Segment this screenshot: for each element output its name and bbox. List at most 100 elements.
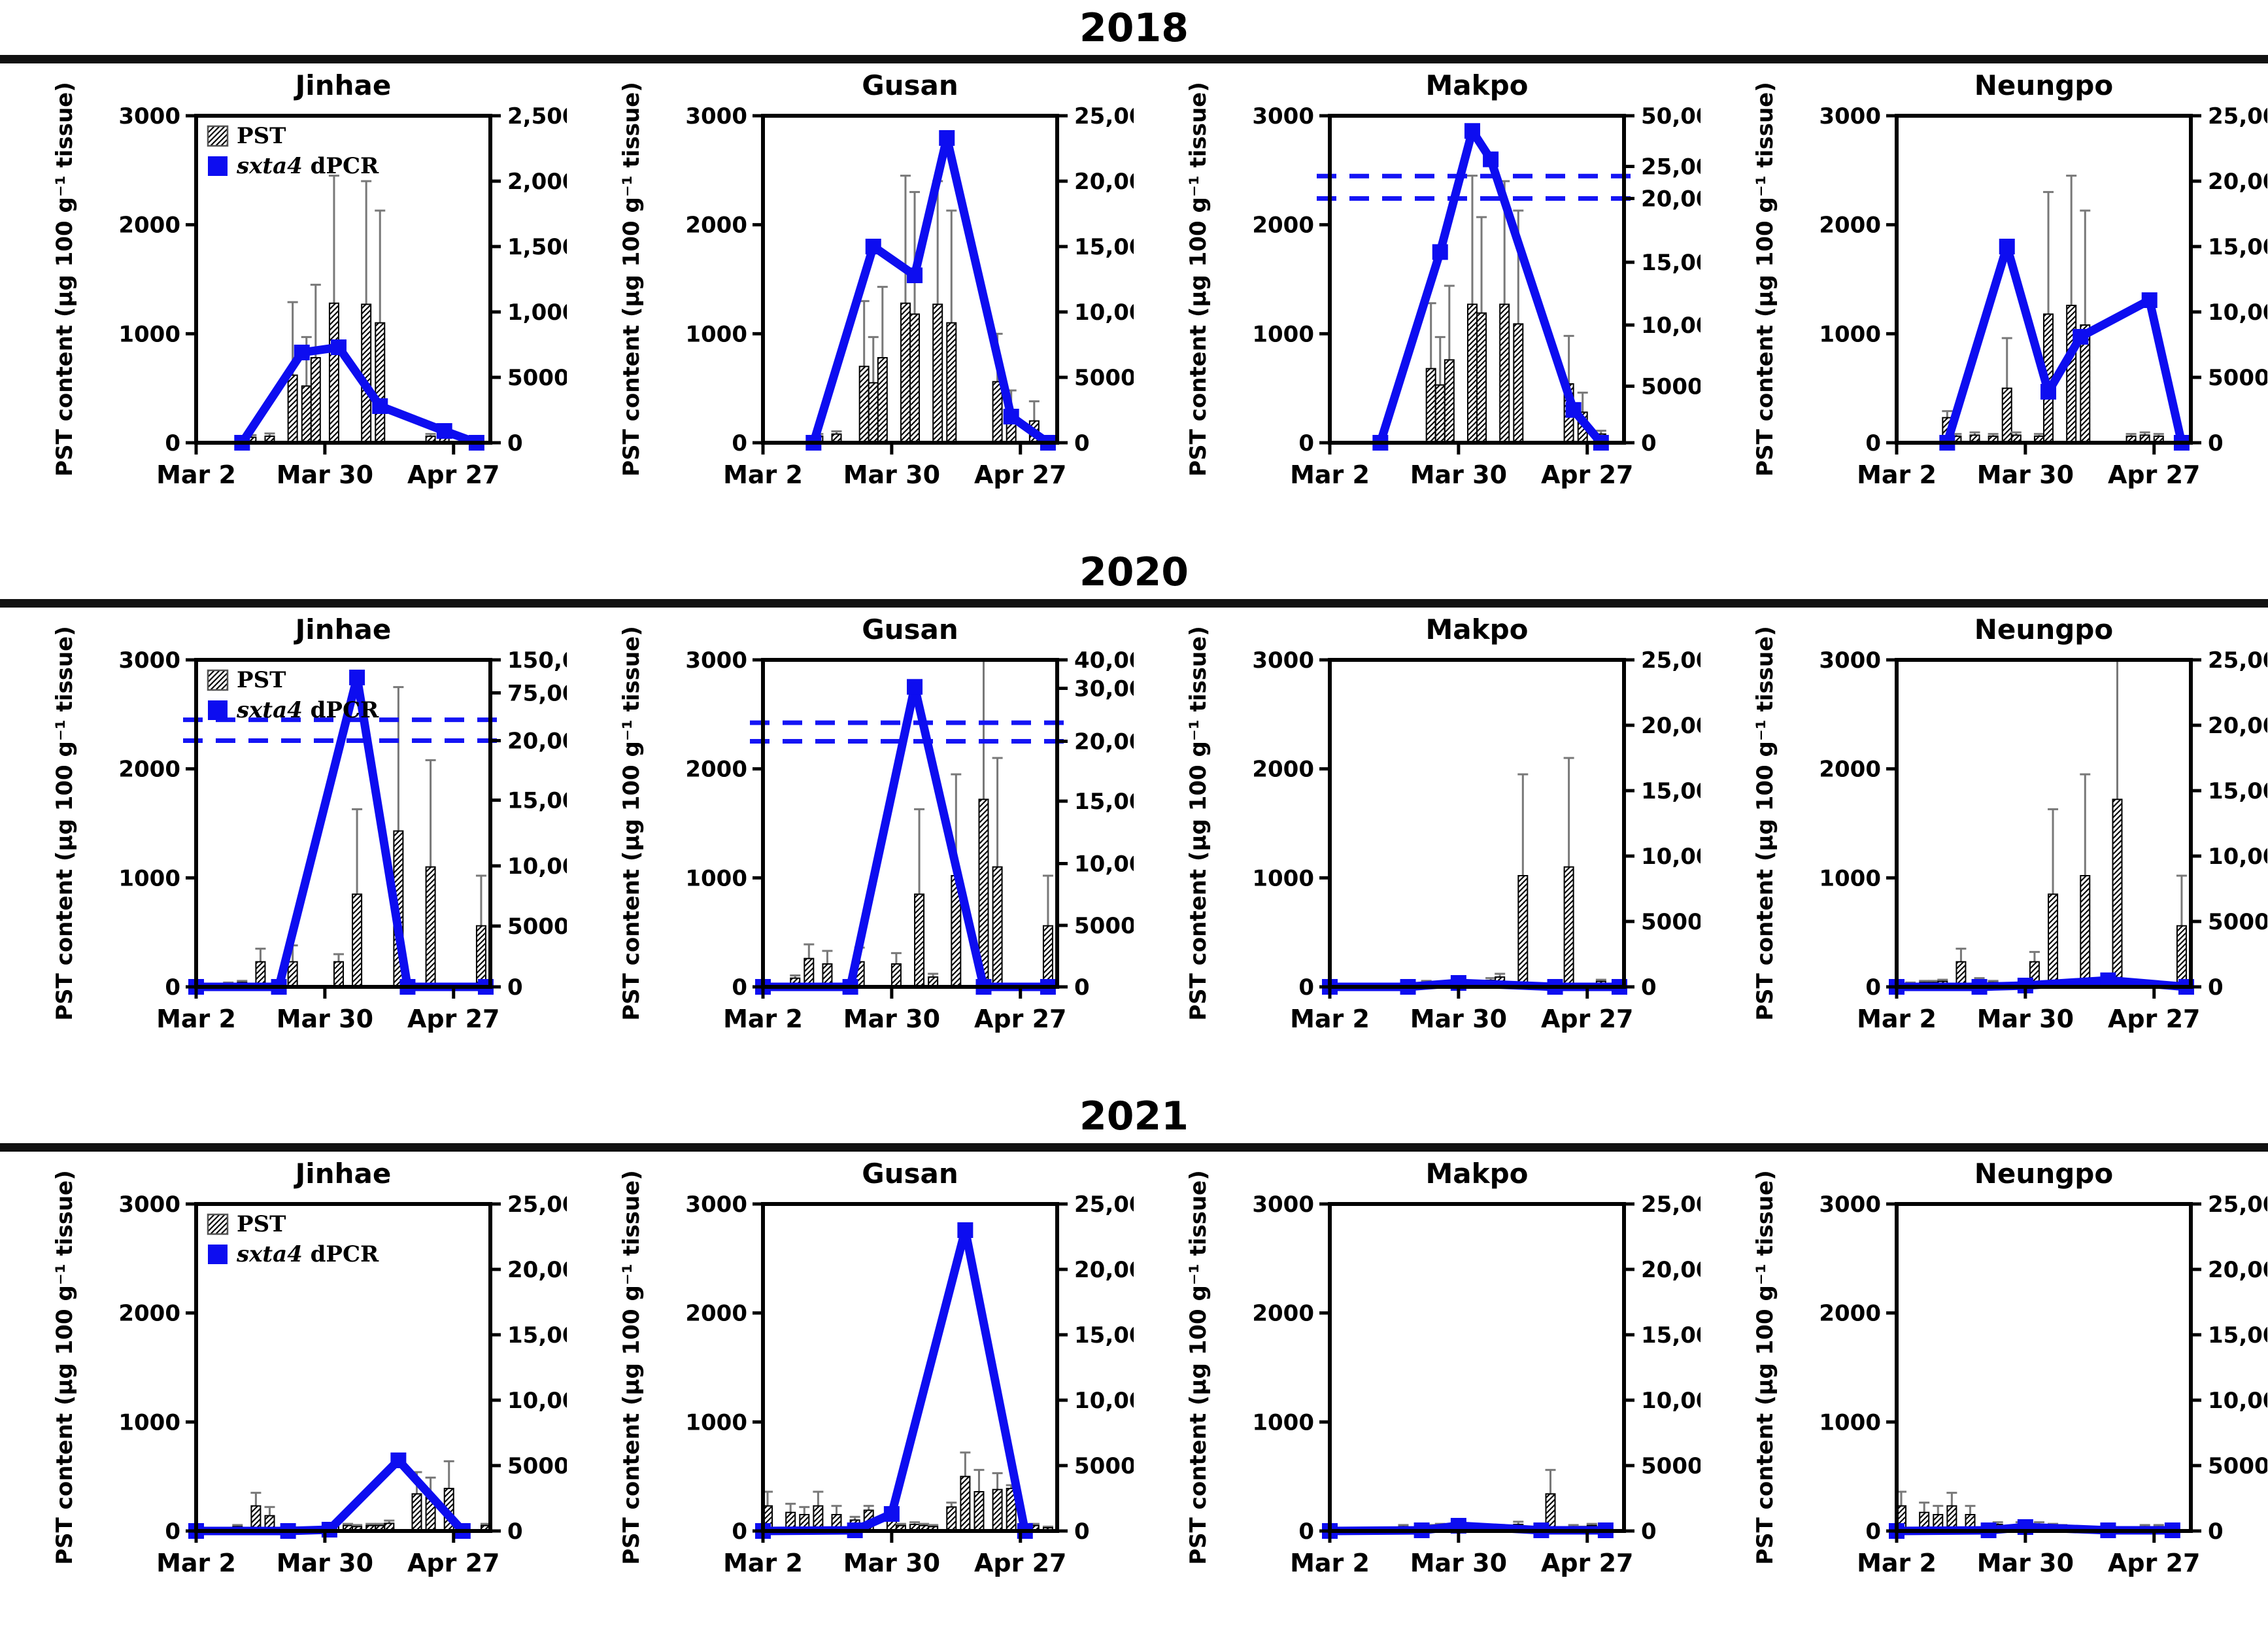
pst-bar xyxy=(425,866,436,988)
subplot-neungpo-2018: Neungpo 0 1000 2000 3000 0 5000 10,000 15,000 20,… xyxy=(1701,63,2268,544)
dpcr-marker xyxy=(1999,239,2015,254)
left-tick-label: 0 xyxy=(1298,974,1314,1001)
year-section-2021: 2021 Jinhae 0 1000 2000 3000 0 5000 10,000 15,00… xyxy=(0,1088,2268,1632)
x-tick-label: Mar 2 xyxy=(1857,1005,1937,1033)
right-tick-label: 0 xyxy=(1074,1519,1090,1545)
dpcr-line xyxy=(192,673,490,991)
plot-frame xyxy=(1895,114,2193,445)
right-tick-label: 25,000 xyxy=(507,1192,567,1218)
left-tick-label: 1000 xyxy=(685,321,747,347)
pst-bars xyxy=(246,175,450,444)
x-tick-label: Mar 2 xyxy=(156,1005,236,1033)
right-tick-label: 5000 xyxy=(1641,374,1701,400)
plot-frame xyxy=(194,114,492,445)
x-tick-label: Mar 2 xyxy=(1857,460,1937,489)
plot-frame xyxy=(1328,114,1626,445)
right-tick-label: 25,000 xyxy=(2208,103,2267,129)
pst-legend-swatch xyxy=(207,1213,229,1235)
chart-svg: Neungpo 0 1000 2000 3000 0 5000 10,000 15,000 20,… xyxy=(1752,613,2268,1033)
x-tick-label: Mar 2 xyxy=(156,460,236,489)
pst-bar xyxy=(361,303,372,444)
x-tick-label: Mar 30 xyxy=(1977,460,2074,489)
pst-bar xyxy=(960,1475,971,1532)
x-tick-label: Mar 30 xyxy=(843,1549,940,1577)
dpcr-line xyxy=(758,1226,1030,1536)
pst-legend-swatch xyxy=(207,669,229,691)
right-tick-label: 25,000 xyxy=(1074,103,1134,129)
right-tick-label: 20,000 xyxy=(1641,713,1701,739)
right-tick-label: 25,000 xyxy=(2208,1192,2267,1218)
pst-bar xyxy=(1513,323,1524,444)
right-tick-label: 1,5000 xyxy=(507,234,567,260)
dpcr-legend-swatch xyxy=(208,700,228,720)
x-tick-label: Mar 30 xyxy=(843,1005,940,1033)
plot-title: Gusan xyxy=(862,69,958,101)
x-tick-label: Mar 30 xyxy=(843,460,940,489)
left-tick-label: 0 xyxy=(1298,430,1314,456)
left-tick-label: 2000 xyxy=(1252,213,1314,239)
pst-bar xyxy=(2112,799,2123,988)
right-tick-label: 20,000 xyxy=(1641,1257,1701,1283)
year-title-2018: 2018 xyxy=(1079,5,1189,51)
pst-bar xyxy=(1517,875,1529,988)
right-tick-label: 10,000 xyxy=(1641,844,1701,870)
left-tick-label: 1000 xyxy=(1819,865,1881,891)
right-tick-label: 40,000 xyxy=(1074,647,1134,674)
pst-bar xyxy=(1042,925,1053,988)
pst-bar xyxy=(946,322,957,443)
right-tick-label: 20,000 xyxy=(2208,1257,2267,1283)
x-tick-label: Apr 27 xyxy=(1541,460,1633,489)
right-tick-label: 0 xyxy=(2208,1519,2224,1545)
left-tick-label: 2000 xyxy=(118,213,180,239)
right-tick-label: 10,000 xyxy=(2208,300,2267,326)
x-tick-label: Mar 2 xyxy=(1857,1549,1937,1577)
chart-svg: Gusan 0 1000 2000 3000 0 5000 10,000 15,000 20,00… xyxy=(618,69,1205,489)
right-tick-label: 25,000 xyxy=(1074,1192,1134,1218)
right-tick-label: 20,000 xyxy=(1074,1257,1134,1283)
right-tick-label: 10,000 xyxy=(507,1388,567,1414)
left-axis-label: PST content (µg 100 g⁻¹ tissue) xyxy=(1185,626,1211,1021)
x-tick-label: Apr 27 xyxy=(2108,1549,2200,1577)
left-axis-label: PST content (µg 100 g⁻¹ tissue) xyxy=(1752,1170,1778,1565)
dpcr-marker xyxy=(390,1452,407,1468)
left-axis-label: PST content (µg 100 g⁻¹ tissue) xyxy=(1752,82,1778,477)
pst-bar xyxy=(2001,387,2012,443)
left-tick-label: 0 xyxy=(165,1519,180,1545)
plot-row-2021: Jinhae 0 1000 2000 3000 0 5000 10,000 15,000 20,0… xyxy=(0,1152,2268,1632)
year-divider-rule xyxy=(0,599,2268,608)
right-tick-label: 10,000 xyxy=(1074,851,1134,878)
right-tick-label: 10,000 xyxy=(1074,1388,1134,1414)
pst-bar xyxy=(992,381,1003,443)
year-section-2020: 2020 Jinhae 0 1000 2000 3000 0 5000 10,000 15,00… xyxy=(0,544,2268,1088)
left-tick-label: 2000 xyxy=(1252,1301,1314,1327)
pst-bar xyxy=(914,893,925,988)
left-tick-label: 0 xyxy=(732,974,747,1001)
plot-title: Makpo xyxy=(1426,1158,1529,1190)
left-axis-label: PST content (µg 100 g⁻¹ tissue) xyxy=(1185,82,1211,477)
pst-bar xyxy=(2176,925,2187,988)
right-tick-label: 5000 xyxy=(1074,913,1134,939)
right-tick-label: 25,000 xyxy=(1641,1192,1701,1218)
chart-svg: Jinhae 0 1000 2000 3000 0 5000 10,000 15,000 20,0… xyxy=(52,1158,638,1577)
left-tick-label: 0 xyxy=(1865,1519,1881,1545)
left-axis-label: PST content (µg 100 g⁻¹ tissue) xyxy=(1752,626,1778,1021)
pst-legend-label: PST xyxy=(237,667,286,693)
chart-svg: Makpo 0 1000 2000 3000 0 5000 10,000 15,000 20,00… xyxy=(1185,613,1772,1033)
x-tick-label: Mar 2 xyxy=(723,1005,803,1033)
pst-bar xyxy=(287,961,298,988)
x-tick-label: Apr 27 xyxy=(974,1549,1066,1577)
pst-bar xyxy=(352,893,363,988)
subplot-makpo-2018: Makpo 0 1000 2000 3000 0 5000 10,000 15,000 20,00… xyxy=(1134,63,1772,544)
year-divider-rule xyxy=(0,55,2268,63)
pst-bar xyxy=(328,302,339,443)
x-tick-label: Mar 2 xyxy=(1290,1005,1370,1033)
chart-svg: Makpo 0 1000 2000 3000 0 5000 10,000 15,000 20,00… xyxy=(1185,69,1772,489)
subplot-makpo-2021: Makpo 0 1000 2000 3000 0 5000 10,000 15,000 20,00… xyxy=(1134,1152,1772,1632)
x-tick-label: Apr 27 xyxy=(2108,460,2200,489)
right-tick-label: 10,000 xyxy=(2208,844,2267,870)
pst-bar xyxy=(2080,875,2091,988)
pst-bar xyxy=(1425,368,1436,443)
